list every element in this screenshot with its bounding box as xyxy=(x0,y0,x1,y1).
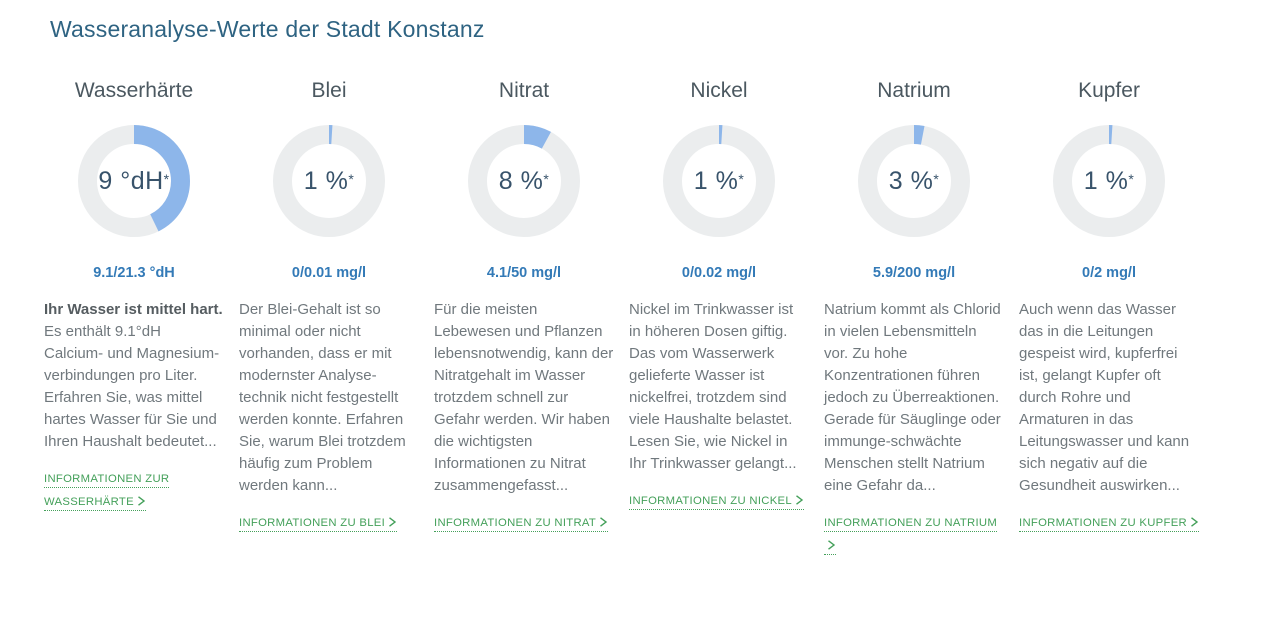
center-value-text: 3 % xyxy=(888,166,934,195)
info-link[interactable]: INFORMATIONEN ZU NITRAT xyxy=(434,517,609,532)
analysis-card: Blei 1 % * 0/0.01 mg/l Der Blei-Gehalt is… xyxy=(239,77,419,557)
description-body: Für die meisten Lebewesen und Pflanzen l… xyxy=(434,301,614,494)
description-body: Natrium kommt als Chlorid in vielen Lebe… xyxy=(824,301,1001,494)
description-lead: Ihr Wasser ist mittel hart. xyxy=(44,301,223,318)
card-title: Kupfer xyxy=(1078,79,1140,102)
page-title: Wasseranalyse-Werte der Stadt Konstanz xyxy=(50,16,485,42)
card-description: Für die meisten Lebewesen und Pflanzen l… xyxy=(434,299,614,497)
chevron-right-icon xyxy=(827,536,836,558)
ratio-label: 0/2 mg/l xyxy=(1082,265,1136,281)
card-description: Nickel im Trinkwasser ist in höheren Dos… xyxy=(629,299,809,475)
donut-arc xyxy=(273,125,385,237)
ratio-label: 0/0.02 mg/l xyxy=(681,265,757,281)
ratio-label: 5.9/200 mg/l xyxy=(872,265,956,281)
donut-chart: 1 % * xyxy=(273,125,385,237)
footnote-asterisk: * xyxy=(348,171,355,187)
donut-svg xyxy=(273,125,385,237)
card-title: Wasserhärte xyxy=(74,79,194,102)
card-title: Blei xyxy=(311,79,347,102)
donut-center-value: 1 % * xyxy=(1053,125,1165,237)
analysis-card: Wasserhärte 9 °dH * 9.1/21.3 °dH Ihr Wass… xyxy=(44,77,224,557)
chevron-right-icon xyxy=(599,513,608,535)
info-link-label: INFORMATIONEN ZU NITRAT xyxy=(434,517,597,529)
chevron-right-icon xyxy=(1190,513,1199,535)
analysis-card: Natrium 3 % * 5.9/200 mg/l Natrium kommt … xyxy=(824,77,1004,557)
info-link-label: INFORMATIONEN ZU BLEI xyxy=(239,517,386,529)
analysis-card: Nitrat 8 % * 4.1/50 mg/l Für die meisten … xyxy=(434,77,614,557)
info-link-label: INFORMATIONEN ZU NATRIUM xyxy=(824,517,998,529)
description-body: Der Blei-Gehalt ist so minimal oder nich… xyxy=(239,301,406,494)
info-link[interactable]: INFORMATIONEN ZUR WASSERHÄRTE xyxy=(44,473,170,514)
donut-chart: 8 % * xyxy=(468,125,580,237)
donut-arc xyxy=(663,125,775,237)
link-row: INFORMATIONEN ZU NITRAT xyxy=(434,511,614,534)
center-value-text: 9 °dH xyxy=(98,166,164,195)
card-description: Auch wenn das Wasser das in die Leitunge… xyxy=(1019,299,1199,497)
info-link-label: INFORMATIONEN ZUR WASSERHÄRTE xyxy=(44,473,170,508)
donut-svg xyxy=(663,125,775,237)
cards-grid: Wasserhärte 9 °dH * 9.1/21.3 °dH Ihr Wass… xyxy=(44,77,1285,557)
card-description: Der Blei-Gehalt ist so minimal oder nich… xyxy=(239,299,419,497)
ratio-label: 0/0.01 mg/l xyxy=(291,265,367,281)
center-value-text: 1 % xyxy=(693,166,739,195)
description-body: Auch wenn das Wasser das in die Leitunge… xyxy=(1019,301,1190,494)
link-row: INFORMATIONEN ZU NATRIUM xyxy=(824,511,1004,557)
donut-chart: 3 % * xyxy=(858,125,970,237)
center-value-text: 1 % xyxy=(1083,166,1129,195)
water-analysis-widget: Wasseranalyse-Werte der Stadt Konstanz W… xyxy=(44,16,1285,557)
card-description: Ihr Wasser ist mittel hart. Es enthält 9… xyxy=(44,299,224,453)
donut-arc xyxy=(1053,125,1165,237)
donut-chart: 9 °dH * xyxy=(78,125,190,237)
card-title: Natrium xyxy=(877,79,951,102)
info-link[interactable]: INFORMATIONEN ZU BLEI xyxy=(239,517,398,532)
donut-svg xyxy=(1053,125,1165,237)
donut-center-value: 1 % * xyxy=(663,125,775,237)
info-link[interactable]: INFORMATIONEN ZU NATRIUM xyxy=(824,517,998,558)
description-body: Es enthält 9.1°dH Calcium- und Magnesium… xyxy=(44,323,220,450)
footnote-asterisk: * xyxy=(933,171,940,187)
donut-chart: 1 % * xyxy=(663,125,775,237)
ratio-label: 9.1/21.3 °dH xyxy=(93,265,175,281)
info-link[interactable]: INFORMATIONEN ZU NICKEL xyxy=(629,495,804,510)
footnote-asterisk: * xyxy=(543,171,550,187)
chevron-right-icon xyxy=(795,491,804,513)
analysis-card: Nickel 1 % * 0/0.02 mg/l Nickel im Trinkw… xyxy=(629,77,809,557)
description-body: Nickel im Trinkwasser ist in höheren Dos… xyxy=(629,301,797,472)
footnote-asterisk: * xyxy=(738,171,745,187)
link-row: INFORMATIONEN ZU BLEI xyxy=(239,511,419,534)
center-value-text: 8 % xyxy=(498,166,544,195)
card-title: Nickel xyxy=(690,79,748,102)
info-link-label: INFORMATIONEN ZU NICKEL xyxy=(629,495,792,507)
chevron-right-icon xyxy=(137,492,146,514)
donut-arc xyxy=(468,125,580,237)
card-title: Nitrat xyxy=(498,79,550,102)
link-row: INFORMATIONEN ZU KUPFER xyxy=(1019,511,1199,534)
donut-svg xyxy=(858,125,970,237)
donut-center-value: 8 % * xyxy=(468,125,580,237)
card-description: Natrium kommt als Chlorid in vielen Lebe… xyxy=(824,299,1004,497)
analysis-card: Kupfer 1 % * 0/2 mg/l Auch wenn das Wasse… xyxy=(1019,77,1199,557)
donut-svg xyxy=(78,125,190,237)
donut-center-value: 9 °dH * xyxy=(78,125,190,237)
donut-arc xyxy=(858,125,970,237)
donut-chart: 1 % * xyxy=(1053,125,1165,237)
ratio-label: 4.1/50 mg/l xyxy=(486,265,562,281)
donut-svg xyxy=(468,125,580,237)
info-link[interactable]: INFORMATIONEN ZU KUPFER xyxy=(1019,517,1199,532)
donut-center-value: 3 % * xyxy=(858,125,970,237)
footnote-asterisk: * xyxy=(163,171,170,187)
footnote-asterisk: * xyxy=(1128,171,1135,187)
chevron-right-icon xyxy=(388,513,397,535)
link-row: INFORMATIONEN ZU NICKEL xyxy=(629,489,809,512)
info-link-label: INFORMATIONEN ZU KUPFER xyxy=(1019,517,1187,529)
center-value-text: 1 % xyxy=(303,166,349,195)
donut-center-value: 1 % * xyxy=(273,125,385,237)
donut-arc xyxy=(78,125,190,237)
link-row: INFORMATIONEN ZUR WASSERHÄRTE xyxy=(44,467,224,513)
